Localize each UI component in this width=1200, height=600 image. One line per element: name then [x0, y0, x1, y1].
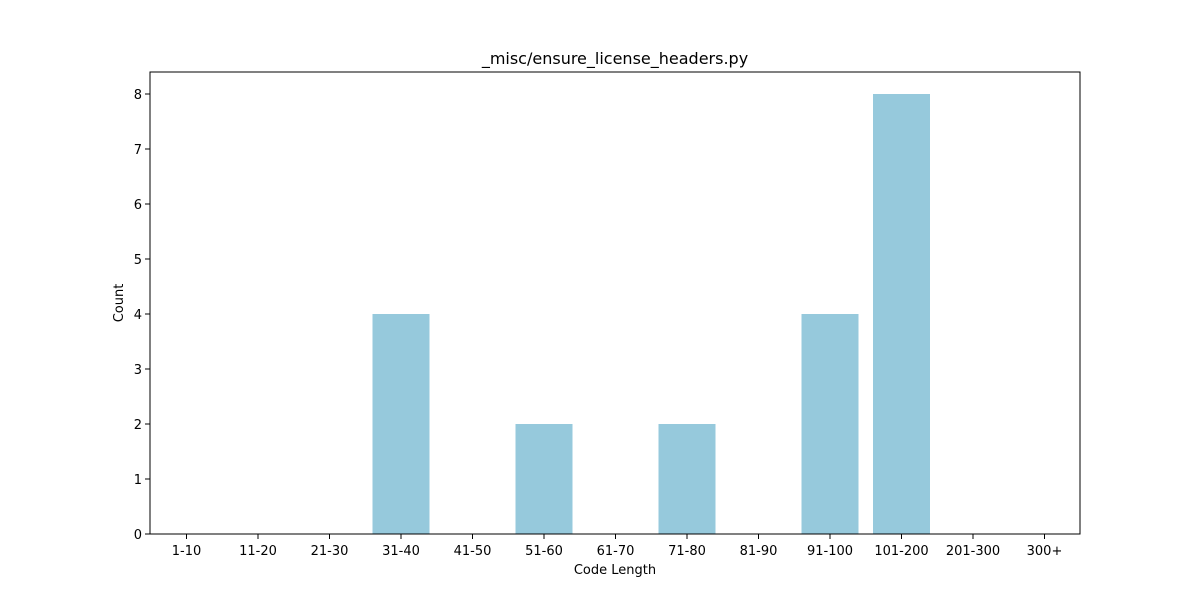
x-axis-label: Code Length [574, 563, 656, 578]
x-tick-label: 201-300 [946, 544, 1000, 559]
bars-group [372, 94, 930, 534]
x-tick-label: 300+ [1027, 544, 1063, 559]
x-tick-label: 1-10 [172, 544, 202, 559]
x-tick-label: 51-60 [525, 544, 563, 559]
x-tick-label: 71-80 [668, 544, 706, 559]
y-tick-label: 5 [134, 253, 142, 268]
x-tick-label: 61-70 [597, 544, 635, 559]
y-axis-label: Count [112, 284, 127, 323]
y-tick-label: 1 [134, 473, 142, 488]
chart-title: _misc/ensure_license_headers.py [481, 49, 748, 69]
x-tick-label: 91-100 [807, 544, 853, 559]
y-tick-label: 0 [134, 528, 142, 543]
bar-71-80 [658, 424, 716, 534]
bar-51-60 [515, 424, 573, 534]
y-tick-label: 8 [134, 88, 142, 103]
y-tick-label: 3 [134, 363, 142, 378]
y-tick-label: 7 [134, 143, 142, 158]
y-tick-label: 4 [134, 308, 142, 323]
x-axis: 1-10 11-20 21-30 31-40 41-50 51-60 61-70 71-80 8… [172, 534, 1063, 559]
x-tick-label: 41-50 [454, 544, 492, 559]
x-tick-label: 11-20 [239, 544, 277, 559]
x-tick-label: 81-90 [740, 544, 778, 559]
y-axis: 0 1 2 3 4 5 6 7 8 [134, 88, 150, 543]
bar-91-100 [801, 314, 859, 534]
x-tick-label: 21-30 [311, 544, 349, 559]
y-tick-label: 6 [134, 198, 142, 213]
x-tick-label: 31-40 [382, 544, 420, 559]
bar-31-40 [372, 314, 430, 534]
y-tick-label: 2 [134, 418, 142, 433]
x-tick-label: 101-200 [874, 544, 928, 559]
bar-101-200 [873, 94, 930, 534]
